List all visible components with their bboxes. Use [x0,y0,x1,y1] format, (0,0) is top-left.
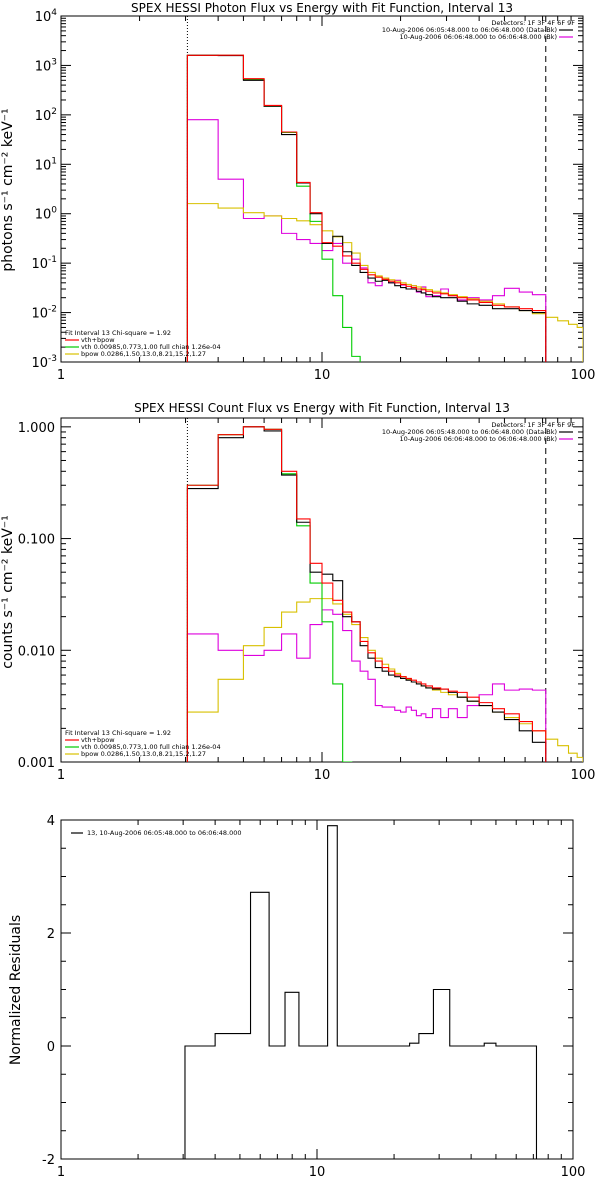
legend-top-entry: Detectors: 1F 3F 4F 6F 9F [491,19,575,27]
y-tick-exponent: 2 [51,107,57,117]
x-tick-label: 100 [561,1165,586,1180]
total-series-line [186,426,547,762]
photon-flux-title: SPEX HESSI Photon Flux vs Energy with Fi… [131,1,513,15]
photon-flux-series [186,54,583,362]
count-flux-axes: 1 10 100 0.001 0.010 0.100 1.000 [18,417,596,783]
y-tick-base: 10 [31,257,48,272]
x-tick-label: 1 [57,768,65,783]
residuals-axes: 1 10 100 -2 0 2 4 [42,814,585,1180]
data-series-line [186,426,547,762]
legend-bottom-entry: vth 0.00985,0.773,1.00 full chian 1.26e-… [81,343,221,351]
y-tick-label: 104 [35,8,58,25]
y-tick-label: 4 [47,814,55,829]
y-tick-base: 10 [35,158,52,173]
count-flux-panel: SPEX HESSI Count Flux vs Energy with Fit… [0,401,596,783]
count-flux-series [186,426,583,762]
x-tick-label: 1 [57,368,65,383]
y-tick-exponent: -3 [48,354,57,364]
y-tick-base: 10 [35,109,52,124]
x-tick-label: 100 [571,768,596,783]
legend-bottom-entry: Fit Interval 13 Chi-square = 1.92 [65,729,171,737]
y-tick-base: 10 [35,10,52,25]
legend-top-entry: 10-Aug-2006 06:06:48.000 to 06:06:48.000… [400,33,557,41]
y-tick-exponent: 3 [51,57,57,67]
data-series-line [184,825,538,1159]
brm-series-line [186,203,583,362]
y-tick-base: 10 [35,208,52,223]
bpow-series-line [186,119,547,362]
total-series-line [186,54,547,362]
legend-bottom-entry: vth+bpow [81,736,115,744]
photon-flux-ylabel: photons s⁻¹ cm⁻² keV⁻¹ [0,108,16,271]
plot-frame [60,15,584,363]
y-tick-label: 101 [35,156,57,173]
data-series-line [186,54,547,362]
residuals-panel: Normalized Residuals 1 10 100 -2 0 2 4 13, 10-… [8,814,585,1180]
y-tick-label: 0 [47,1040,55,1055]
y-tick-label: 10-2 [31,305,57,322]
y-tick-label: 0.100 [18,533,55,548]
legend-top-entry: 10-Aug-2006 06:05:48.000 to 06:06:48.000… [382,428,557,436]
legend-bottom-entry: bpow 0.0286,1.50,13.0,8.21,15.2,1.27 [81,350,206,358]
legend-bottom-entry: vth 0.00985,0.773,1.00 full chian 1.26e-… [81,743,221,751]
y-tick-label: 10-3 [31,354,57,371]
vth-series-line [186,54,361,362]
y-tick-label: 102 [35,107,57,124]
legend-bottom-entry: Fit Interval 13 Chi-square = 1.92 [65,329,171,337]
y-tick-exponent: 0 [51,206,57,216]
x-tick-label: 10 [309,1165,326,1180]
y-tick-label: 103 [35,57,57,74]
y-tick-label: 1.000 [18,421,55,436]
y-tick-exponent: 4 [51,8,57,18]
plot-frame [60,819,574,1160]
y-tick-exponent: 1 [51,156,57,166]
y-tick-label: 10-1 [31,255,57,272]
photon-flux-panel: SPEX HESSI Photon Flux vs Energy with Fi… [0,1,595,383]
y-tick-exponent: -1 [48,255,57,265]
count-flux-ylabel: counts s⁻¹ cm⁻² keV⁻¹ [0,515,16,669]
residuals-legend: 13, 10-Aug-2006 06:05:48.000 to 06:06:48… [71,829,242,837]
y-tick-base: 10 [31,356,48,371]
y-tick-label: 2 [47,927,55,942]
x-tick-label: 1 [57,1165,65,1180]
y-tick-base: 10 [35,59,52,74]
y-tick-base: 10 [31,307,48,322]
x-tick-label: 10 [314,368,331,383]
residuals-ylabel: Normalized Residuals [8,915,24,1065]
legend-bottom-entry: vth+bpow [81,336,115,344]
count-flux-title: SPEX HESSI Count Flux vs Energy with Fit… [134,401,510,415]
legend-top-entry: Detectors: 1F 3F 4F 6F 9F [491,421,575,429]
legend-bottom-entry: bpow 0.0286,1.50,13.0,8.21,15.2,1.27 [81,750,206,758]
legend-entry: 13, 10-Aug-2006 06:05:48.000 to 06:06:48… [87,829,242,837]
y-tick-label: 0.001 [18,756,55,771]
brm-series-line [186,598,583,762]
legend-top-entry: 10-Aug-2006 06:05:48.000 to 06:06:48.000… [382,26,557,34]
residuals-series [184,825,538,1159]
legend-top-entry: 10-Aug-2006 06:06:48.000 to 06:06:48.000… [400,435,557,443]
y-tick-label: 0.010 [18,644,55,659]
x-tick-label: 100 [571,368,596,383]
y-tick-label: -2 [42,1153,55,1168]
y-tick-exponent: -2 [48,305,57,315]
y-tick-label: 100 [35,206,58,223]
x-tick-label: 10 [314,768,331,783]
